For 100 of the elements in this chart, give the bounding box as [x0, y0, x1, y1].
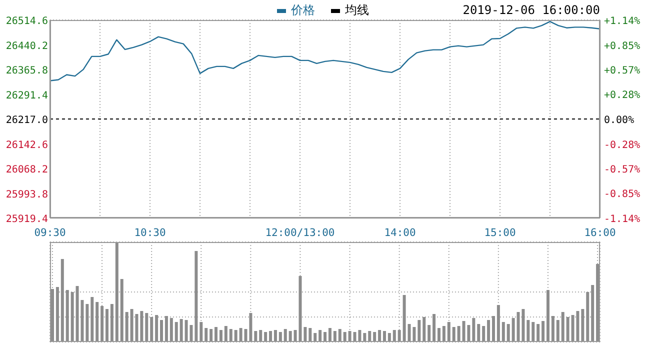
bar	[259, 330, 262, 342]
bar	[368, 331, 372, 342]
bar	[210, 329, 213, 342]
bar	[115, 242, 118, 342]
bar	[106, 309, 109, 342]
y2-tick-label: 0.00%	[604, 115, 634, 126]
bar	[254, 331, 258, 342]
bar	[482, 326, 486, 342]
y-tick-label: 26068.2	[6, 164, 48, 176]
bar	[561, 312, 564, 342]
bar	[284, 329, 287, 342]
bar	[219, 330, 222, 342]
bar	[333, 331, 336, 342]
bar	[110, 304, 114, 342]
x-tick-label: 15:00	[484, 227, 516, 239]
bar	[591, 285, 594, 342]
bar	[551, 316, 554, 342]
bar	[66, 290, 69, 342]
bar	[418, 320, 421, 342]
x-tick-label: 12:00/13:00	[265, 227, 335, 239]
y2-tick-label: -1.14%	[604, 214, 640, 225]
bar	[164, 316, 168, 342]
bar	[392, 330, 396, 342]
bar	[472, 318, 476, 342]
bar	[229, 329, 232, 342]
x-tick-label: 16:00	[584, 227, 616, 239]
bar	[432, 314, 436, 342]
bar	[160, 320, 164, 342]
bar	[492, 316, 495, 342]
bar	[200, 322, 203, 342]
bar	[140, 311, 144, 342]
chart-subtitle: 2019-12-06 16:00:00	[462, 3, 600, 17]
bar	[264, 332, 268, 342]
bar	[170, 318, 173, 342]
y2-tick-label: -0.57%	[604, 164, 640, 176]
bar	[56, 287, 59, 342]
bar	[249, 313, 252, 342]
bar	[512, 318, 515, 342]
y-tick-label: 26440.2	[6, 40, 48, 52]
bar	[125, 312, 128, 342]
bar	[174, 322, 178, 342]
bar	[150, 317, 154, 342]
bar	[214, 327, 218, 342]
bar	[343, 332, 346, 342]
bar	[274, 330, 277, 342]
bar	[224, 326, 228, 342]
bar	[487, 320, 490, 342]
bar	[234, 330, 238, 342]
bar	[318, 330, 322, 342]
bar	[526, 320, 530, 342]
bar	[288, 331, 292, 342]
bar	[398, 330, 401, 342]
bar	[90, 297, 94, 342]
bar	[382, 331, 386, 342]
bar	[86, 304, 89, 342]
bar	[422, 317, 426, 342]
bar	[437, 328, 440, 342]
bar	[100, 306, 104, 342]
bar	[496, 305, 500, 342]
bar	[328, 328, 332, 342]
bar	[96, 302, 99, 342]
bar	[506, 324, 510, 342]
y-tick-label: 26142.6	[6, 140, 48, 151]
bar	[304, 327, 307, 342]
bar	[180, 319, 183, 342]
bar	[586, 292, 590, 342]
bar	[502, 322, 505, 342]
bar	[278, 332, 282, 342]
line-series	[49, 20, 601, 82]
bar	[51, 289, 54, 342]
bar	[378, 330, 382, 342]
bar	[536, 324, 540, 342]
y-tick-label: 25993.8	[6, 189, 48, 200]
y2-tick-label: +0.85%	[604, 40, 640, 52]
legend-label: 均线	[345, 3, 369, 17]
bar	[452, 327, 456, 342]
bar	[477, 324, 480, 342]
x-tick-label: 14:00	[384, 227, 416, 239]
y2-tick-label: -0.85%	[604, 189, 640, 200]
bar	[194, 251, 198, 342]
y-tick-label: 26365.8	[6, 66, 48, 76]
x-tick-label: 10:30	[134, 227, 166, 239]
bar	[596, 264, 600, 342]
bar	[556, 320, 560, 342]
y-tick-label: 25919.4	[6, 214, 48, 225]
bar	[442, 326, 446, 342]
bar	[338, 329, 342, 342]
bar	[581, 309, 584, 342]
bar	[348, 331, 352, 342]
y2-tick-label: +1.14%	[604, 16, 640, 27]
bar	[308, 328, 312, 342]
x-tick-label: 09:30	[34, 227, 66, 239]
legend-label: 价格	[291, 3, 315, 17]
y2-tick-label: +0.57%	[604, 65, 640, 76]
bar	[324, 332, 327, 342]
bar	[428, 325, 431, 342]
y-tick-label: 26291.4	[6, 90, 48, 102]
bar	[204, 328, 208, 342]
bar	[60, 259, 64, 342]
bar	[269, 331, 272, 342]
